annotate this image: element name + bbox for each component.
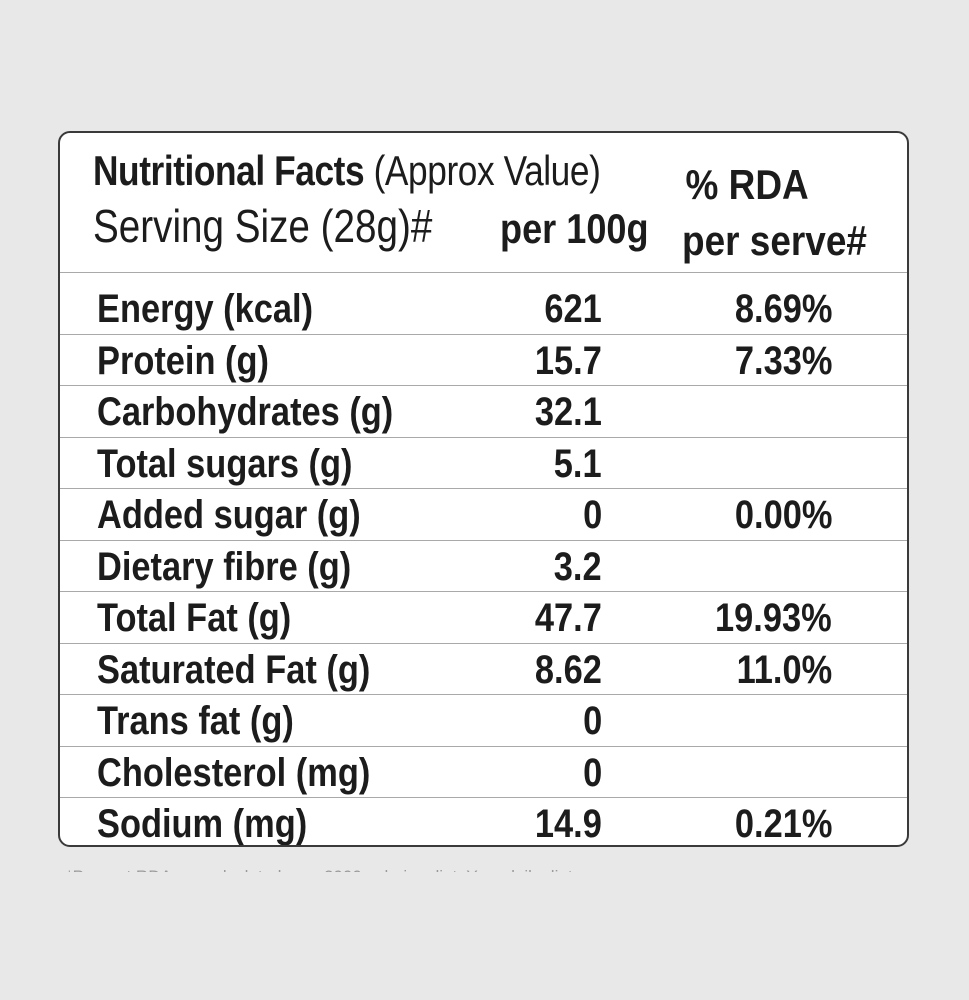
nutrient-name: Added sugar (g) [97, 493, 361, 537]
per100-value: 15.7 [535, 338, 602, 383]
rda-value: 11.0% [736, 647, 832, 692]
table-row: Added sugar (g) 0 0.00% [60, 489, 907, 541]
nutrient-name: Total sugars (g) [97, 441, 353, 486]
rda-value: 8.69% [734, 287, 832, 331]
nutrition-title: Nutritional Facts (Approx Value) [93, 147, 601, 195]
table-row: Energy (kcal) 621 8.69% [60, 283, 907, 335]
nutrient-name: Energy (kcal) [97, 287, 314, 331]
nutrient-name: Total Fat (g) [97, 596, 292, 640]
per100-value: 8.62 [535, 647, 602, 692]
nutrition-header: Nutritional Facts (Approx Value) Serving… [60, 133, 907, 273]
table-row: Sodium (mg) 14.9 0.21% [60, 798, 907, 846]
rda-column-header: % RDA per serve# [682, 157, 867, 269]
title-approx: (Approx Value) [373, 147, 601, 194]
table-row: Protein (g) 15.7 7.33% [60, 335, 907, 386]
nutrient-name: Saturated Fat (g) [97, 647, 371, 692]
rda-header-line1: % RDA [685, 161, 809, 208]
nutrition-facts-panel: Nutritional Facts (Approx Value) Serving… [58, 131, 909, 847]
nutrient-name: Trans fat (g) [97, 699, 294, 743]
rda-value: 0.21% [734, 802, 832, 846]
rda-value: 0.00% [734, 493, 832, 537]
table-row: Carbohydrates (g) 32.1 [60, 386, 907, 438]
rda-footnote: *Percent RDA are calculated on a 2000 ca… [66, 862, 626, 872]
per100-value: 621 [544, 287, 602, 331]
rda-header-line2: per serve# [682, 217, 867, 264]
nutrient-name: Protein (g) [97, 338, 269, 383]
per-100g-column-header: per 100g [500, 205, 649, 252]
nutrient-name: Cholesterol (mg) [97, 750, 371, 795]
per100-value: 32.1 [535, 390, 602, 434]
rda-value: 19.93% [715, 596, 832, 640]
per100-value: 5.1 [554, 441, 602, 486]
nutrient-name: Carbohydrates (g) [97, 390, 394, 434]
table-row: Cholesterol (mg) 0 [60, 747, 907, 798]
table-row: Saturated Fat (g) 8.62 11.0% [60, 644, 907, 695]
per100-value: 0 [582, 699, 602, 743]
per100-value: 14.9 [535, 802, 602, 846]
table-row: Trans fat (g) 0 [60, 695, 907, 747]
per100-value: 0 [582, 493, 602, 537]
table-row: Total Fat (g) 47.7 19.93% [60, 592, 907, 644]
table-row: Dietary fibre (g) 3.2 [60, 541, 907, 592]
serving-size-label: Serving Size (28g)# [93, 200, 433, 252]
nutrient-table: Energy (kcal) 621 8.69% Protein (g) 15.7… [60, 283, 907, 846]
nutrient-name: Dietary fibre (g) [97, 544, 352, 589]
nutrient-name: Sodium (mg) [97, 802, 308, 846]
rda-value: 7.33% [734, 338, 832, 383]
title-bold: Nutritional Facts [93, 147, 365, 194]
table-row: Total sugars (g) 5.1 [60, 438, 907, 489]
per100-value: 3.2 [554, 544, 602, 589]
per100-value: 47.7 [535, 596, 602, 640]
per100-value: 0 [582, 750, 602, 795]
